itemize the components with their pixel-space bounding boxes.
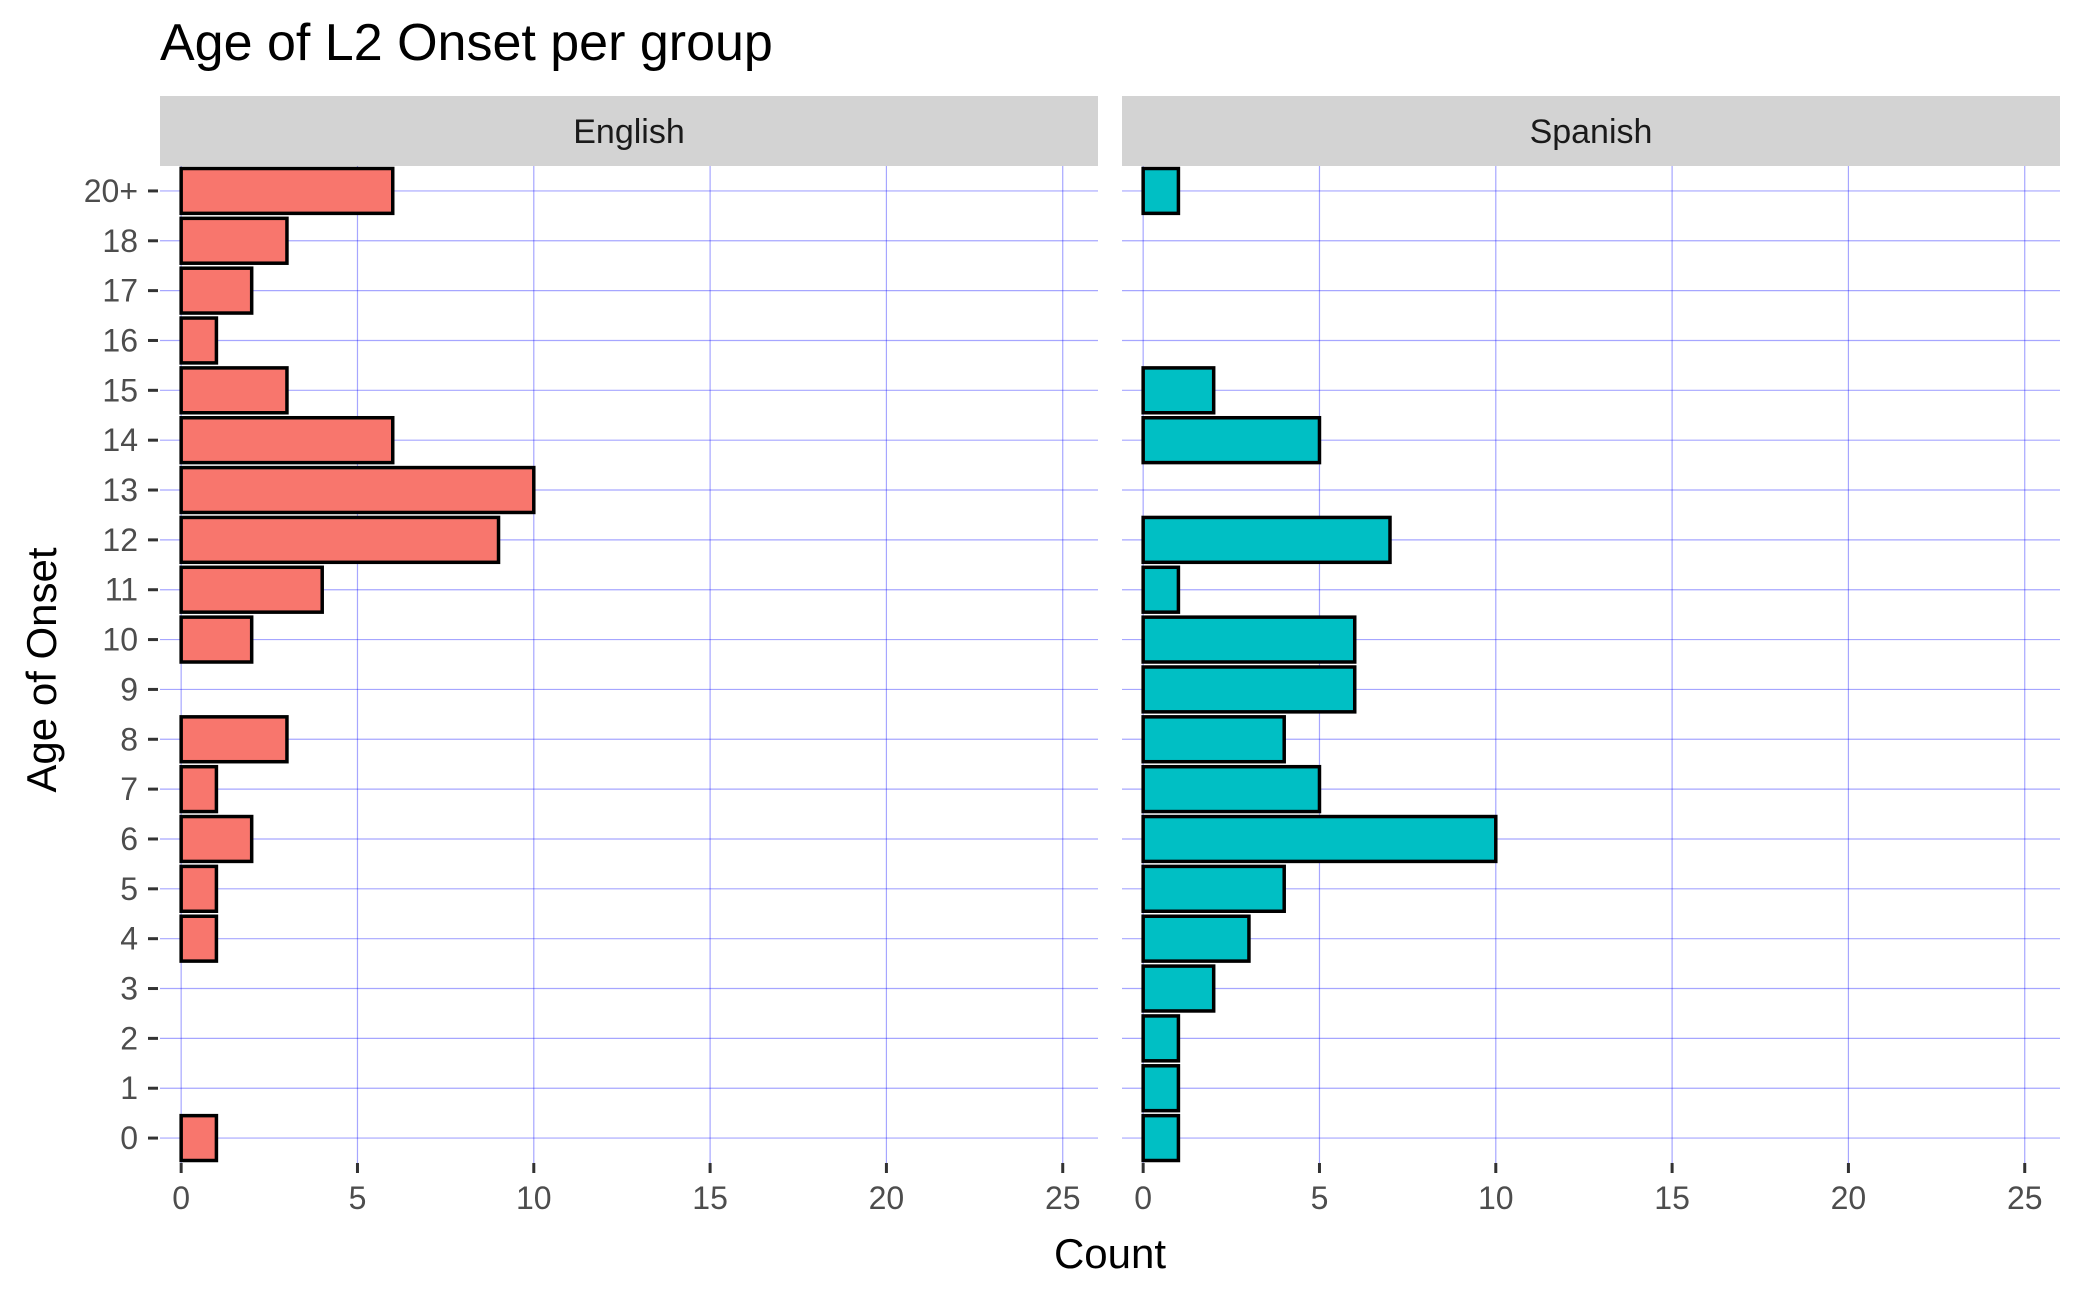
y-axis-title: Age of Onset [18,547,65,792]
bar-spanish-10 [1141,615,1357,664]
bar-spanish-4 [1141,914,1251,963]
bar-spanish-6 [1141,814,1498,864]
bar-english-5 [179,864,219,914]
bar-english-4 [179,914,219,963]
bar-spanish-1 [1141,1064,1181,1113]
bar-spanish-14 [1141,415,1322,465]
y-tick-label: 13 [102,472,138,508]
x-tick-label: 10 [516,1180,552,1216]
y-tick-label: 4 [120,921,138,957]
y-tick-label: 12 [102,522,138,558]
y-tick-label: 15 [102,372,138,408]
y-tick-label: 3 [120,971,138,1007]
y-tick-label: 7 [120,771,138,807]
x-tick-label: 5 [349,1180,367,1216]
bar-spanish-2 [1141,1014,1181,1063]
chart-title: Age of L2 Onset per group [160,14,773,72]
x-tick-label: 0 [1134,1180,1152,1216]
bar-spanish-3 [1141,964,1216,1013]
y-tick-label: 1 [120,1070,138,1106]
facet-panel-spanish: Spanish 0 5 10 15 20 25 [1122,96,2060,1216]
bar-english-10 [179,615,254,664]
bar-english-17 [179,266,254,315]
y-tick-label: 16 [102,322,138,358]
x-tick-label: 5 [1311,1180,1329,1216]
x-tick-label: 0 [172,1180,190,1216]
x-tick-label: 15 [1654,1180,1690,1216]
bar-english-6 [179,814,254,864]
bar-english-18 [179,216,289,265]
y-tick-label: 14 [102,422,138,458]
bar-spanish-9 [1141,665,1357,714]
y-tick-label: 11 [105,572,138,608]
bar-english-0 [179,1113,219,1163]
bar-spanish-11 [1141,565,1181,614]
y-tick-label: 20+ [84,173,138,209]
bar-spanish-15 [1141,366,1216,415]
y-tick-label: 5 [120,871,138,907]
x-tick-label: 25 [2007,1180,2043,1216]
bar-english-14 [179,415,395,465]
bar-spanish-0 [1141,1113,1181,1163]
bar-english-16 [179,316,219,365]
bar-spanish-5 [1141,864,1286,914]
bar-english-15 [179,366,289,415]
bar-spanish-20+ [1141,166,1181,216]
y-tick-label: 2 [120,1020,138,1056]
bar-english-7 [179,764,219,814]
facet-panel-english: English 0 5 10 15 20 25 [160,96,1098,1216]
bar-spanish-8 [1141,715,1286,764]
bar-spanish-12 [1141,515,1392,565]
bar-english-11 [179,565,324,614]
bar-spanish-7 [1141,764,1322,814]
facet-strip [1122,96,2060,166]
bar-english-8 [179,715,289,764]
x-tick-label: 20 [1831,1180,1867,1216]
x-tick-label: 25 [1045,1180,1081,1216]
y-tick-label: 8 [120,721,138,757]
y-tick-label: 18 [102,223,138,259]
x-tick-label: 20 [869,1180,905,1216]
bar-english-20+ [179,166,395,216]
facet-strip-label: Spanish [1530,113,1653,151]
x-tick-label: 15 [692,1180,728,1216]
y-tick-label: 6 [120,821,138,857]
y-tick-label: 9 [120,671,138,707]
bar-english-12 [179,515,501,565]
x-axis-title: Count [1054,1230,1166,1277]
y-tick-label: 17 [102,273,138,309]
facet-strip [160,96,1098,166]
facet-panels: English 0 5 10 15 20 25 Spanish 0 5 10 15 20 25 [160,96,2060,1216]
facet-strip-label: English [573,113,685,151]
y-tick-label: 0 [120,1120,138,1156]
y-tick-label: 10 [102,622,138,658]
bar-english-13 [179,465,536,515]
x-tick-label: 10 [1478,1180,1514,1216]
